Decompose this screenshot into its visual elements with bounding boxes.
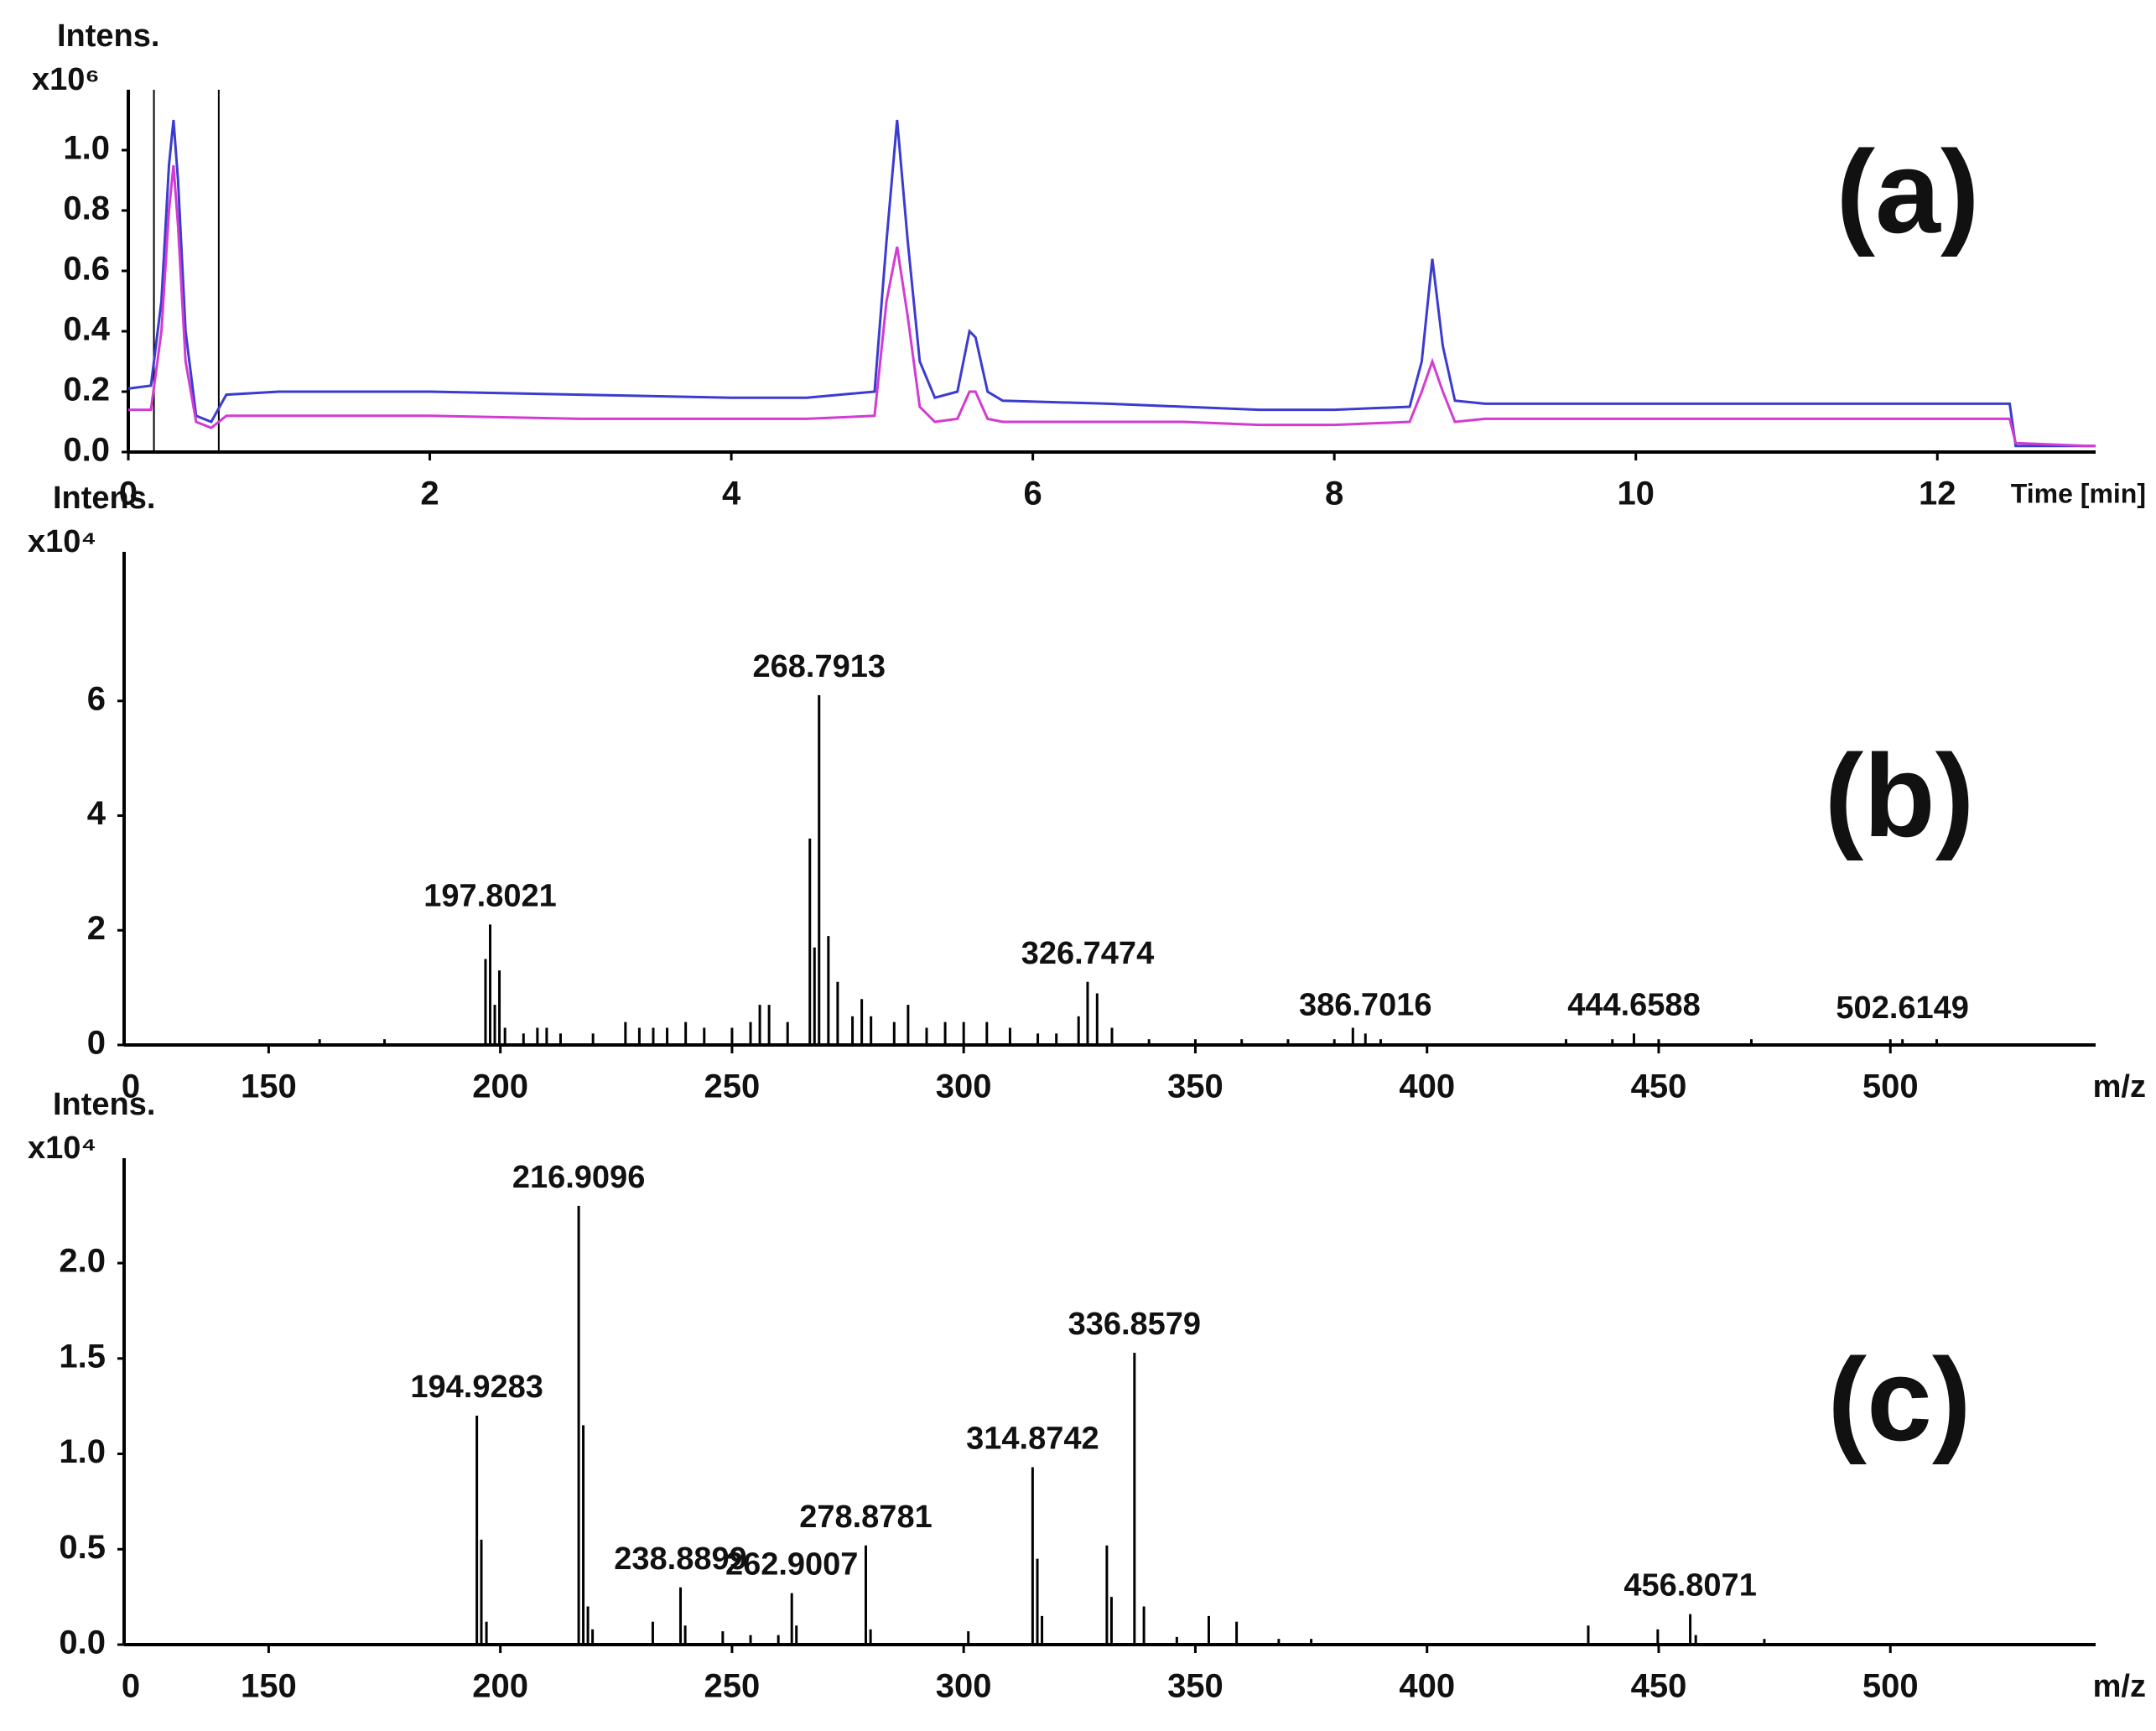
x-tick-label: 300 (936, 1668, 992, 1705)
x-origin-label: 0 (122, 1068, 140, 1105)
peak-label: 262.9007 (725, 1547, 859, 1583)
y-tick-label: 0.5 (59, 1529, 106, 1566)
peak-label: 456.8071 (1623, 1568, 1757, 1604)
y-tick-label: 2 (87, 910, 106, 947)
y-tick-label: 1.0 (63, 130, 110, 167)
x-tick-label: 200 (472, 1668, 528, 1705)
y-axis-label: Intens. (53, 1087, 155, 1122)
peak-label: 386.7016 (1299, 987, 1432, 1022)
y-axis-label: Intens. (57, 18, 159, 54)
x-tick-label: 4 (722, 476, 741, 512)
x-tick-label: 350 (1167, 1068, 1223, 1105)
y-tick-label: 0.4 (63, 311, 110, 348)
y-multiplier: x10⁶ (32, 62, 100, 97)
x-tick-label: 0 (119, 476, 138, 512)
x-tick-label: 250 (704, 1068, 761, 1105)
x-tick-label: 8 (1325, 476, 1343, 512)
peak-label: 314.8742 (966, 1422, 1099, 1457)
y-axis-label: Intens. (53, 481, 155, 516)
y-tick-label: 2.0 (59, 1243, 106, 1280)
panel-label: (b) (1825, 730, 1975, 861)
peak-label: 197.8021 (423, 878, 557, 913)
y-tick-label: 0 (87, 1025, 106, 1062)
y-tick-label: 1.0 (59, 1433, 106, 1470)
panel-label: (a) (1836, 126, 1979, 257)
peak-label: 336.8579 (1068, 1307, 1202, 1342)
y-multiplier: x10⁴ (28, 524, 96, 559)
peak-label: 238.8899 (614, 1541, 747, 1577)
peak-label: 502.6149 (1836, 990, 1969, 1026)
peak-label: 326.7474 (1021, 936, 1155, 971)
x-tick-label: 300 (936, 1068, 992, 1105)
x-tick-label: 6 (1023, 476, 1042, 512)
x-tick-label: 500 (1862, 1668, 1919, 1705)
y-tick-label: 6 (87, 680, 106, 717)
trace (127, 119, 2096, 448)
x-tick-label: 200 (472, 1068, 528, 1105)
panel-label: (c) (1827, 1333, 1971, 1465)
x-tick-label: 250 (704, 1668, 761, 1705)
x-axis-label: Time [min] (2011, 478, 2146, 508)
x-tick-label: 150 (241, 1668, 297, 1705)
peak-label: 194.9283 (410, 1370, 543, 1405)
x-axis-label: m/z (2093, 1669, 2146, 1704)
x-tick-label: 10 (1617, 476, 1655, 512)
x-tick-label: 450 (1631, 1068, 1687, 1105)
x-tick-label: 12 (1919, 476, 1956, 512)
x-tick-label: 350 (1167, 1668, 1223, 1705)
x-axis-label: m/z (2093, 1069, 2146, 1105)
x-tick-label: 400 (1399, 1068, 1455, 1105)
x-tick-label: 450 (1631, 1668, 1687, 1705)
peak-label: 216.9096 (512, 1160, 646, 1195)
y-tick-label: 0.6 (63, 251, 110, 288)
x-tick-label: 500 (1862, 1068, 1919, 1105)
peak-label: 268.7913 (752, 649, 886, 684)
x-tick-label: 2 (420, 476, 439, 512)
x-origin-label: 0 (122, 1668, 140, 1705)
y-tick-label: 4 (87, 795, 107, 832)
y-tick-label: 0.0 (59, 1624, 106, 1661)
x-tick-label: 150 (241, 1068, 297, 1105)
x-tick-label: 400 (1399, 1668, 1455, 1705)
y-tick-label: 0.8 (63, 190, 110, 227)
y-tick-label: 0.2 (63, 372, 110, 408)
trace (128, 164, 2096, 448)
y-tick-label: 0.0 (63, 432, 110, 469)
peak-label: 444.6588 (1567, 987, 1701, 1022)
peak-label: 278.8781 (799, 1500, 933, 1535)
y-multiplier: x10⁴ (28, 1131, 96, 1166)
y-tick-label: 1.5 (59, 1338, 106, 1375)
